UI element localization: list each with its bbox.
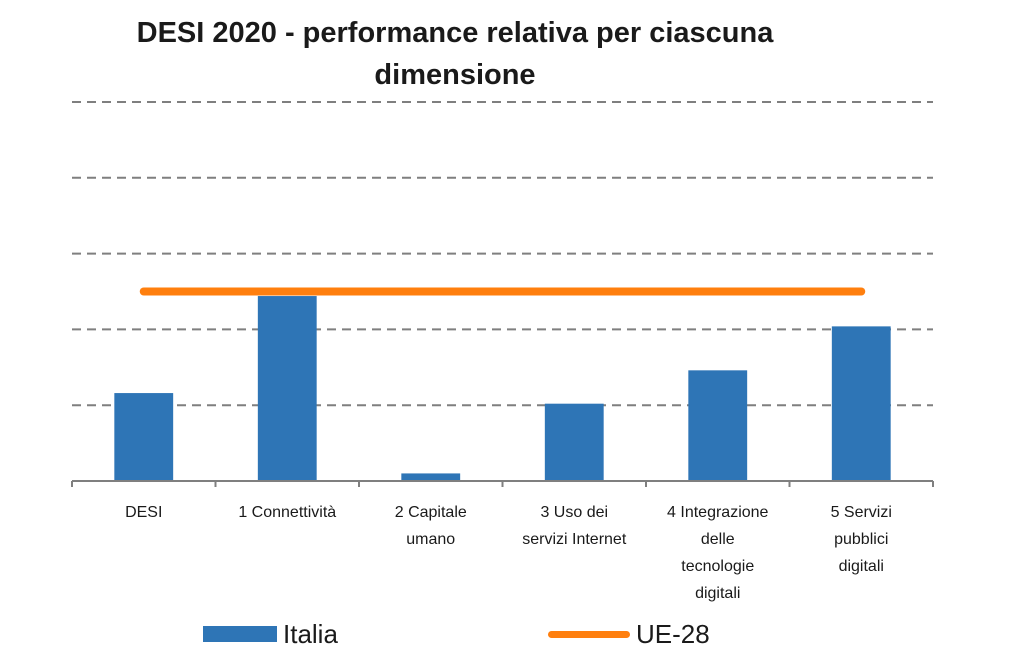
bar-italia [114,393,174,481]
legend-label-italia: Italia [283,618,338,649]
bar-italia [831,326,891,481]
x-tick-label: 5 Servizi pubblici digitali [831,504,892,575]
chart-title-line-2: dimensione [374,59,536,91]
bar-italia [544,403,604,481]
legend-item-italia: Italia [203,618,338,650]
x-tick-label: DESI [125,504,162,521]
legend-item-ue28: UE-28 [548,618,710,650]
legend-label-ue28: UE-28 [636,618,710,649]
x-tick-label: 1 Connettività [238,504,336,521]
legend-swatch-italia [203,626,277,642]
x-tick-label: 2 Capitale umano [395,504,467,548]
legend-swatch-ue28 [548,630,630,638]
bar-italia [688,370,748,481]
chart-title-line-1: DESI 2020 - performance relativa per cia… [136,17,774,49]
x-tick-label: 4 Integrazione delle tecnologie digitali [667,504,769,602]
bar-italia [401,473,461,481]
x-tick-label: 3 Uso dei servizi Internet [522,504,627,548]
bar-italia [257,296,317,481]
